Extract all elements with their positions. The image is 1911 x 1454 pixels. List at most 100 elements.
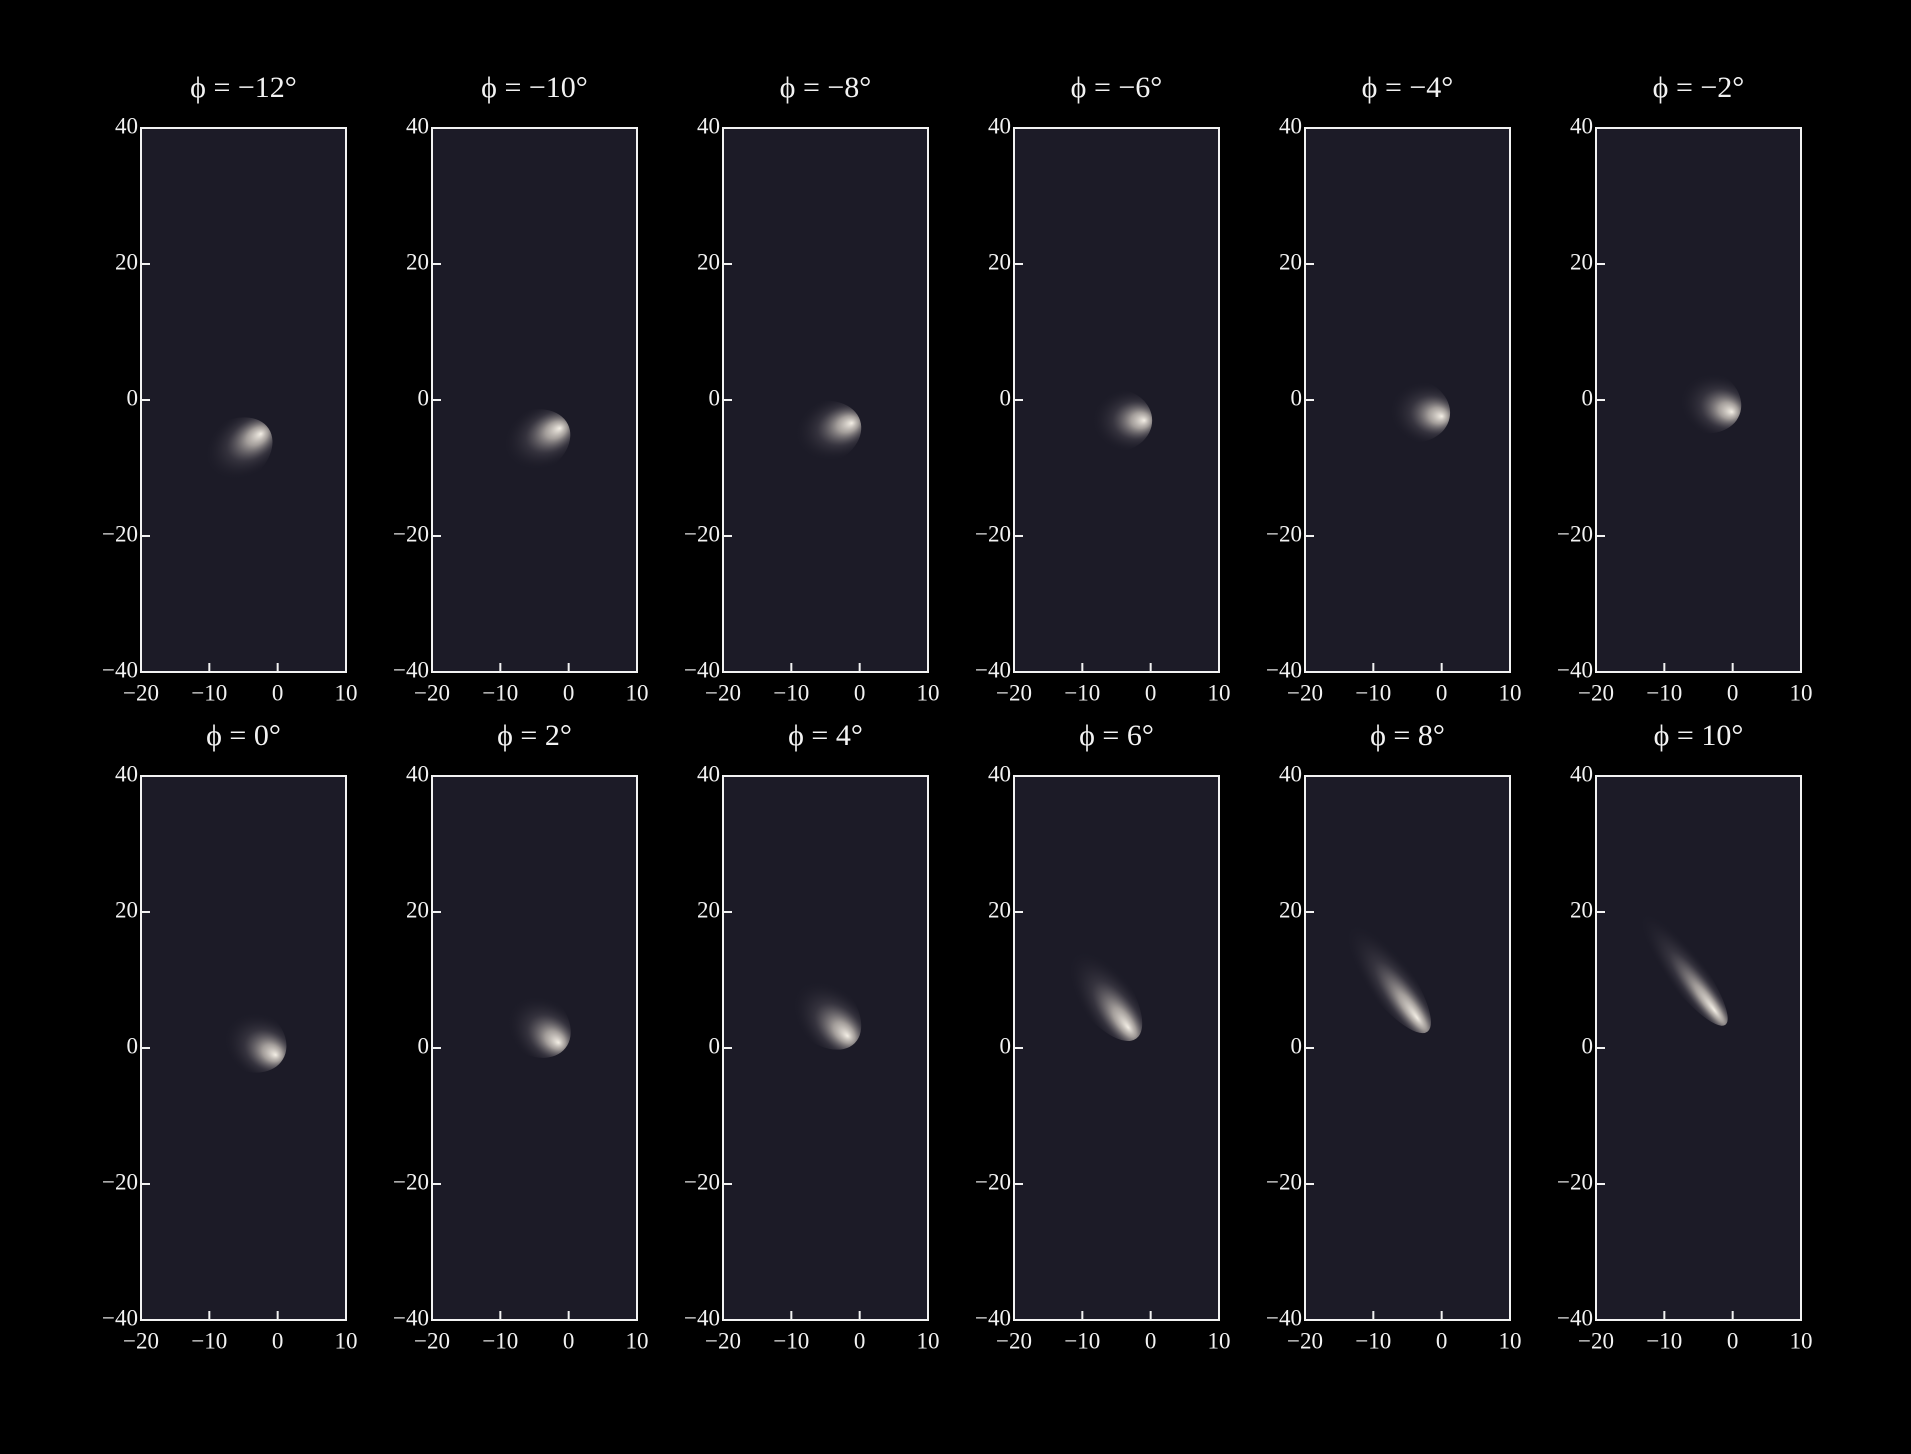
image-blob [485, 409, 571, 480]
y-tick-label: −20 [684, 521, 720, 546]
y-tick-label: 0 [418, 1033, 430, 1058]
y-tick-label: 40 [988, 113, 1011, 138]
x-tick-label: 0 [1436, 680, 1448, 705]
x-tick-label: −10 [482, 1328, 518, 1353]
y-tick-label: −20 [102, 1169, 138, 1194]
x-tick-label: 10 [626, 680, 649, 705]
x-tick-label: −10 [482, 680, 518, 705]
x-tick-label: −10 [191, 1328, 227, 1353]
panel-title: ϕ = 8° [1370, 719, 1445, 752]
y-tick-label: 40 [1279, 113, 1302, 138]
y-tick-label: 0 [127, 1033, 139, 1058]
y-tick-label: 20 [1570, 897, 1593, 922]
image-blob [1614, 879, 1728, 1026]
x-tick-label: 0 [854, 1328, 866, 1353]
image-blob [1371, 377, 1451, 443]
x-tick-label: −20 [414, 1328, 450, 1353]
x-tick-label: −20 [123, 680, 159, 705]
y-tick-label: 0 [1291, 1033, 1303, 1058]
y-tick-label: −20 [1266, 521, 1302, 546]
plot-area [141, 128, 346, 672]
x-tick-label: −10 [1646, 680, 1682, 705]
y-tick-label: 0 [1000, 385, 1012, 410]
plot-area [1305, 776, 1510, 1320]
image-blob [207, 1002, 287, 1073]
x-tick-label: −10 [1064, 680, 1100, 705]
image-blob [776, 400, 862, 468]
y-tick-label: 20 [1279, 249, 1302, 274]
y-tick-label: 40 [988, 761, 1011, 786]
y-tick-label: −40 [102, 1305, 138, 1330]
panel-title: ϕ = −2° [1653, 71, 1745, 104]
y-tick-label: 0 [1291, 385, 1303, 410]
x-tick-label: −20 [705, 680, 741, 705]
y-tick-label: 20 [988, 249, 1011, 274]
y-tick-label: 0 [1000, 1033, 1012, 1058]
y-tick-label: −40 [393, 1305, 429, 1330]
image-blob [1322, 892, 1431, 1034]
y-tick-label: −20 [102, 521, 138, 546]
y-tick-label: 40 [115, 113, 138, 138]
x-tick-label: 10 [917, 1328, 940, 1353]
y-tick-label: −40 [1557, 1305, 1593, 1330]
y-tick-label: 40 [115, 761, 138, 786]
plot-area [1596, 776, 1801, 1320]
image-blob [187, 417, 273, 492]
panel-title: ϕ = −6° [1071, 71, 1163, 104]
y-tick-label: 20 [697, 249, 720, 274]
x-tick-label: 0 [563, 1328, 575, 1353]
y-tick-label: 40 [406, 113, 429, 138]
x-tick-label: −10 [773, 1328, 809, 1353]
x-tick-label: 10 [1790, 680, 1813, 705]
y-tick-label: 0 [1582, 385, 1594, 410]
image-blob [491, 983, 571, 1058]
x-tick-label: 0 [1727, 1328, 1739, 1353]
y-tick-label: 40 [1570, 113, 1593, 138]
image-blob [1049, 925, 1143, 1041]
y-tick-label: −20 [1557, 521, 1593, 546]
y-tick-label: −40 [1266, 657, 1302, 682]
x-tick-label: −20 [414, 680, 450, 705]
image-blob [776, 964, 862, 1050]
y-tick-label: −20 [1266, 1169, 1302, 1194]
x-tick-label: −10 [773, 680, 809, 705]
x-tick-label: 10 [1790, 1328, 1813, 1353]
x-tick-label: 0 [1145, 680, 1157, 705]
y-tick-label: −40 [684, 1305, 720, 1330]
x-tick-label: −10 [1355, 1328, 1391, 1353]
x-tick-label: −20 [1287, 1328, 1323, 1353]
panel-title: ϕ = −4° [1362, 71, 1454, 104]
x-tick-label: 0 [563, 680, 575, 705]
x-tick-label: −10 [1355, 680, 1391, 705]
y-tick-label: −20 [975, 521, 1011, 546]
y-tick-label: 0 [127, 385, 139, 410]
image-blob [1662, 366, 1742, 434]
panel-title: ϕ = 4° [788, 719, 863, 752]
x-tick-label: 10 [335, 680, 358, 705]
y-tick-label: −40 [1266, 1305, 1302, 1330]
image-blob [1074, 388, 1153, 453]
x-tick-label: 10 [1499, 1328, 1522, 1353]
y-tick-label: 20 [115, 249, 138, 274]
x-tick-label: 10 [1208, 1328, 1231, 1353]
panel-title: ϕ = 10° [1654, 719, 1744, 752]
y-tick-label: 0 [709, 385, 721, 410]
y-tick-label: 40 [697, 113, 720, 138]
x-tick-label: −20 [996, 1328, 1032, 1353]
x-tick-label: −20 [1578, 680, 1614, 705]
panel-title: ϕ = −10° [481, 71, 588, 104]
y-tick-label: 0 [709, 1033, 721, 1058]
y-tick-label: −20 [684, 1169, 720, 1194]
x-tick-label: 0 [272, 1328, 284, 1353]
panel-title: ϕ = 6° [1079, 719, 1154, 752]
y-tick-label: 20 [697, 897, 720, 922]
